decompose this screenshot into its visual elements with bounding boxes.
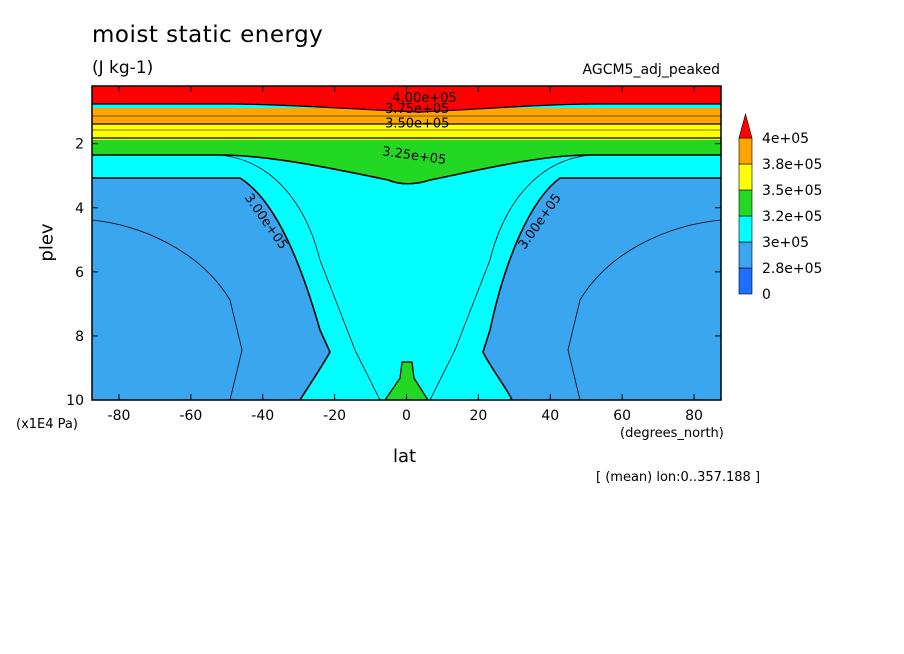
colorbar-label: 3.8e+05 [762, 157, 822, 173]
contour-2.9e05-right [567, 219, 722, 401]
chart-title: moist static energy [92, 22, 324, 48]
x-tick-label: 40 [541, 408, 559, 424]
x-ticks: -80 -60 -40 -20 0 20 40 60 80 [108, 86, 703, 424]
y-ticks: 2 4 6 8 10 [66, 137, 721, 409]
colorbar-label: 3.2e+05 [762, 209, 822, 225]
contour-2.9e05-left [91, 219, 243, 401]
colorbar: 0 2.8e+05 3e+05 3.2e+05 3.5e+05 3.8e+05 4e+05 [738, 112, 822, 303]
chart-units: (J kg-1) [92, 58, 154, 78]
colorbar-label: 3e+05 [762, 235, 809, 251]
colorbar-box [738, 241, 753, 269]
contour-3.1e05-left [92, 154, 381, 401]
contour-label: 3.75e+05 [385, 102, 449, 117]
y-tick-label: 8 [75, 329, 84, 345]
contour-fill [92, 86, 721, 400]
fill-4e05 [92, 86, 721, 112]
x-tick-label: -20 [323, 408, 346, 424]
contour-3.1e05-right [429, 154, 721, 401]
contour-4e05 [92, 103, 721, 113]
mean-note: [ (mean) lon:0..357.188 ] [596, 470, 761, 485]
colorbar-box [738, 189, 753, 217]
x-tick-label: 60 [613, 408, 631, 424]
colorbar-label: 4e+05 [762, 131, 809, 147]
y-tick-label: 6 [75, 265, 84, 281]
colorbar-box [738, 215, 753, 243]
contour-label: 4.00e+05 [392, 91, 456, 106]
contour-label: 3.50e+05 [385, 117, 449, 132]
contour-3.25e05 [92, 154, 721, 185]
colorbar-box [738, 137, 753, 165]
y-tick-label: 10 [66, 393, 84, 409]
y-tick-label: 2 [75, 137, 84, 153]
fill-2.8e05-left [92, 178, 330, 400]
contour-lines [91, 103, 722, 401]
x-tick-label: 0 [402, 408, 411, 424]
run-label: AGCM5_adj_peaked [582, 62, 720, 78]
fill-3.2e05-bottom [385, 362, 428, 400]
colorbar-label: 2.8e+05 [762, 261, 822, 277]
x-tick-label: -80 [108, 408, 131, 424]
x-axis-unit: (degrees_north) [620, 426, 724, 441]
fill-2.8e05-right [483, 178, 721, 400]
colorbar-box [738, 267, 753, 295]
colorbar-label: 3.5e+05 [762, 183, 822, 199]
contour-3e05-right [482, 177, 721, 401]
fill-3.5e05 [92, 124, 721, 140]
colorbar-extend-triangle [738, 112, 753, 139]
x-axis-label: lat [393, 446, 417, 467]
x-tick-label: 20 [469, 408, 487, 424]
y-axis-unit: (x1E4 Pa) [16, 417, 78, 432]
contour-3e05-left [92, 177, 331, 401]
x-tick-label: 80 [685, 408, 703, 424]
colorbar-box [738, 163, 753, 191]
contour-3.2e05-bottom [384, 361, 429, 401]
x-tick-label: -60 [179, 408, 202, 424]
y-tick-label: 4 [75, 201, 84, 217]
colorbar-label: 0 [762, 287, 771, 303]
fill-3.2e05-top [92, 138, 721, 184]
x-tick-label: -40 [251, 408, 274, 424]
